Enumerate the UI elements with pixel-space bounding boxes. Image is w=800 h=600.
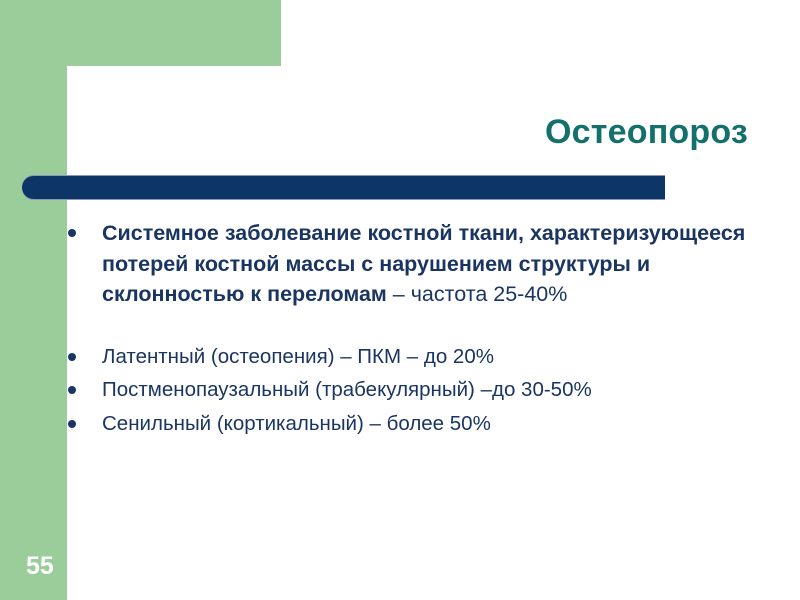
list-item: Постменопаузальный (трабекулярный) –до 3… bbox=[66, 374, 766, 407]
page-number: 55 bbox=[26, 552, 54, 580]
bullet-text: Латентный (остеопения) – ПКМ – до 20% bbox=[102, 344, 494, 368]
bullet-dot-icon bbox=[68, 386, 76, 394]
slide-body: Системное заболевание костной ткани, хар… bbox=[66, 218, 766, 440]
bullet-text-bold: Системное заболевание костной ткани, хар… bbox=[102, 221, 746, 306]
bullet-dot-icon bbox=[68, 352, 76, 361]
paragraph-spacer bbox=[66, 310, 766, 341]
list-item: Латентный (остеопения) – ПКМ – до 20% bbox=[66, 341, 766, 374]
bullet-text: Сенильный (кортикальный) – более 50% bbox=[102, 411, 491, 435]
bullet-dot-icon bbox=[68, 229, 76, 237]
list-item: Системное заболевание костной ткани, хар… bbox=[66, 218, 766, 310]
slide-content-panel bbox=[67, 66, 800, 600]
bullet-dot-icon bbox=[68, 419, 76, 428]
slide-title: Остеопороз bbox=[545, 113, 748, 151]
title-divider-bar bbox=[22, 176, 665, 199]
decorative-green-sidebar bbox=[0, 66, 67, 600]
bullet-text: Системное заболевание костной ткани, хар… bbox=[102, 218, 766, 310]
decorative-green-block bbox=[0, 0, 281, 66]
list-item: Сенильный (кортикальный) – более 50% bbox=[66, 408, 766, 441]
bullet-text-plain: – частота 25-40% bbox=[386, 282, 568, 306]
bullet-text: Постменопаузальный (трабекулярный) –до 3… bbox=[102, 378, 592, 401]
